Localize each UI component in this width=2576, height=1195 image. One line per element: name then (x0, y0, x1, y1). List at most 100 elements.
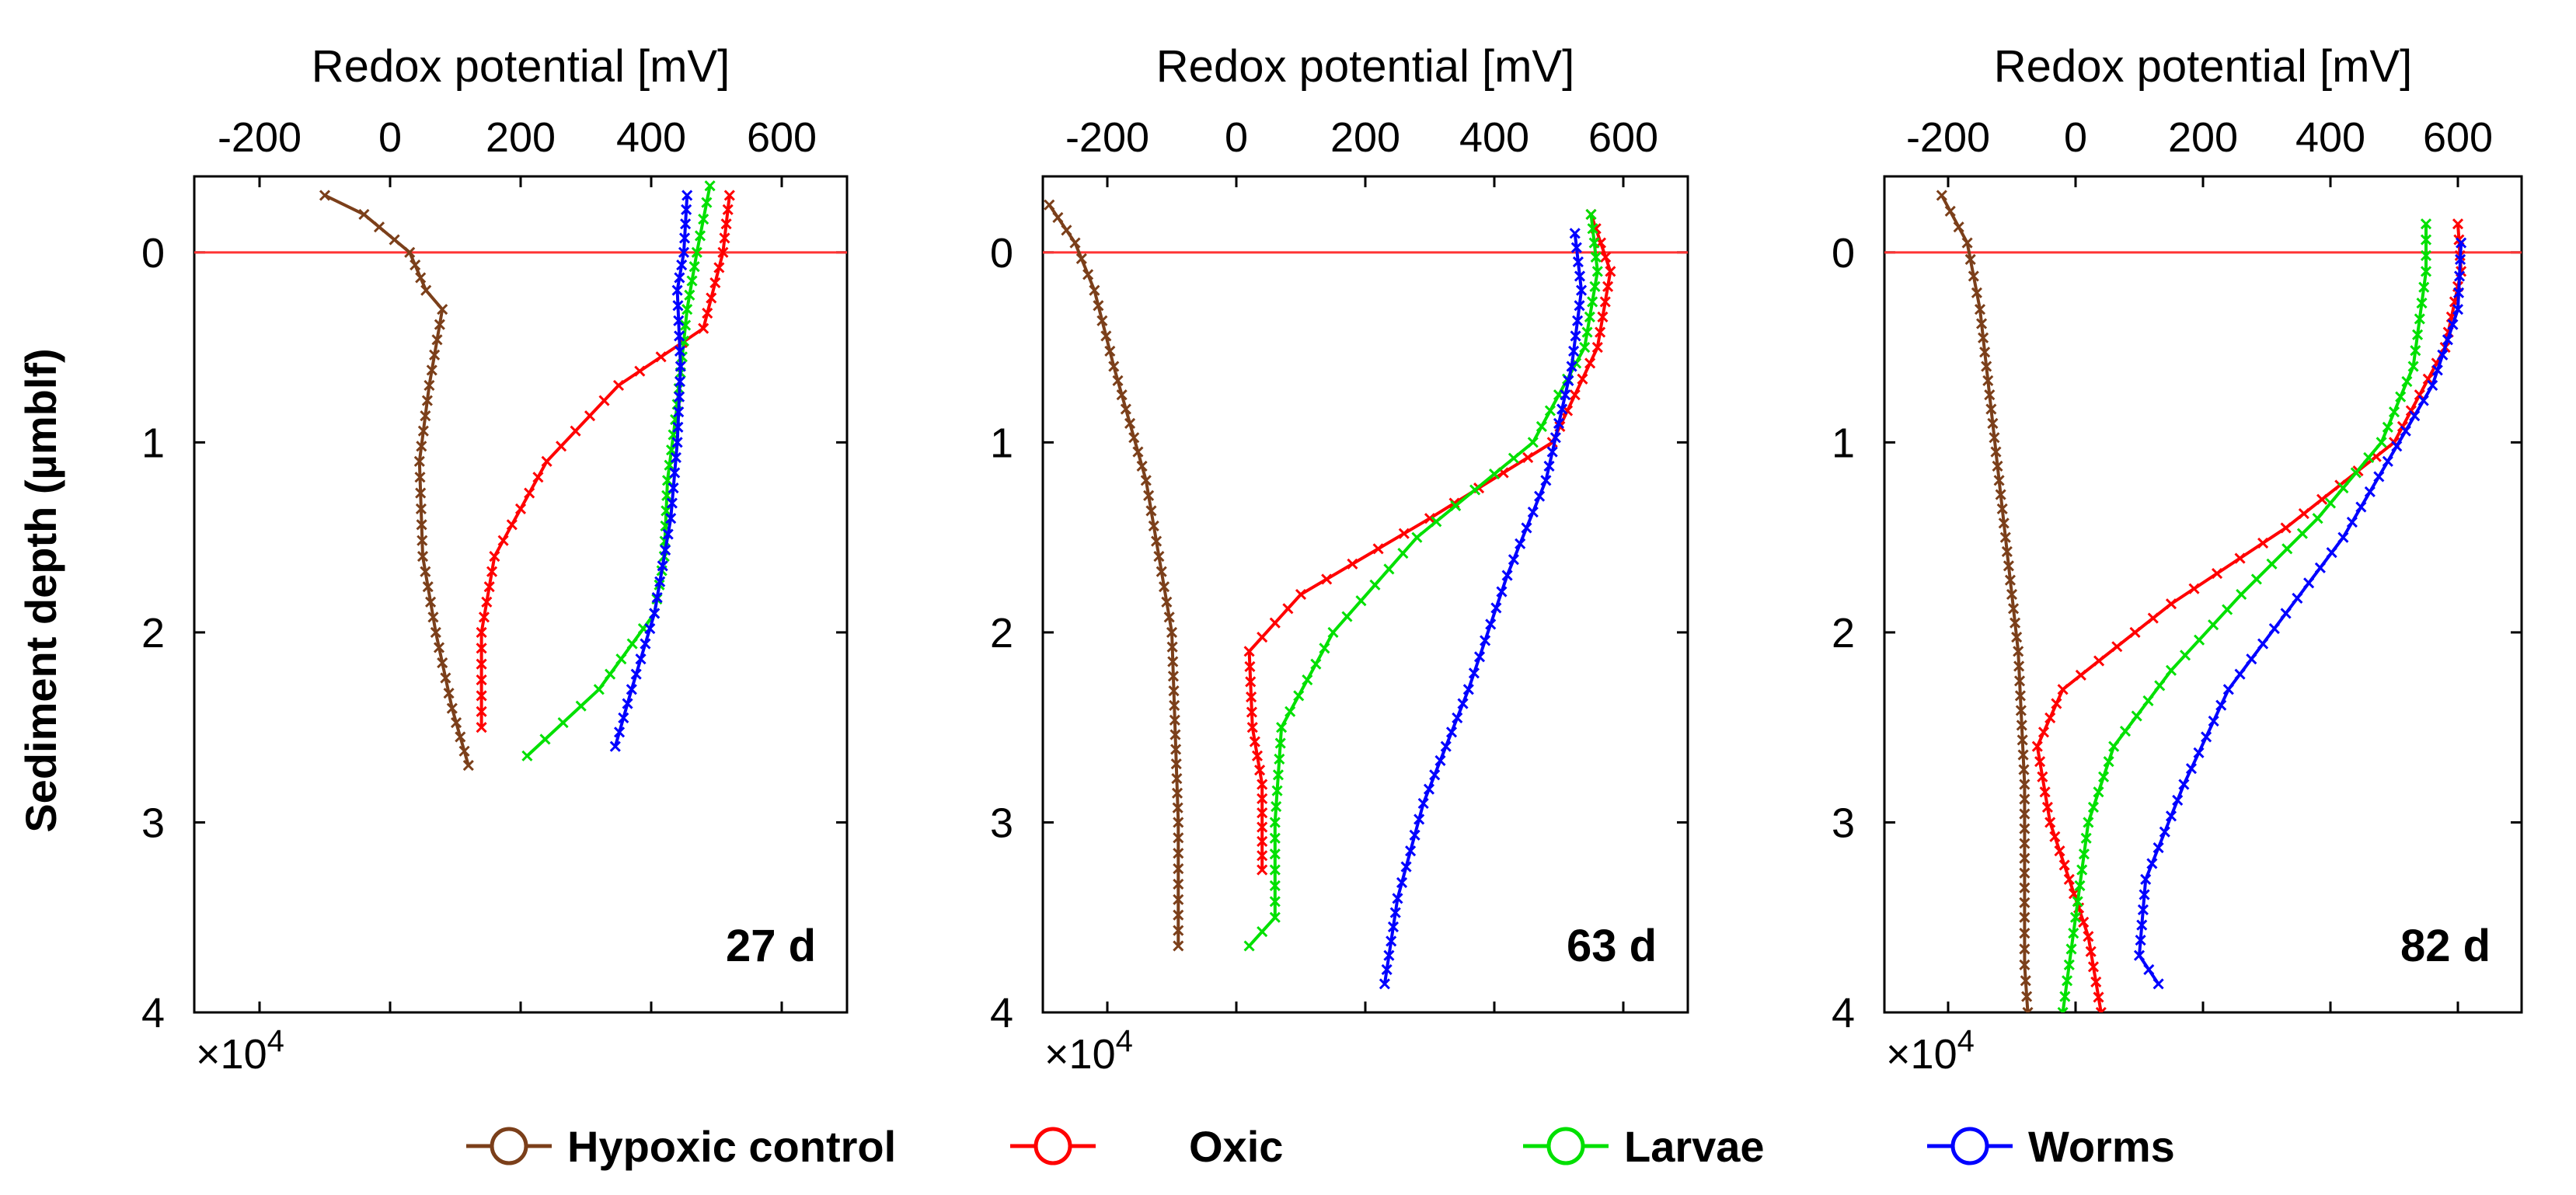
x-axis-title: Redox potential [mV] (1994, 41, 2412, 92)
data-point (2095, 1006, 2107, 1012)
data-point (1169, 729, 1181, 740)
data-point (1355, 595, 1367, 607)
data-point (1534, 490, 1546, 502)
data-point (1369, 579, 1381, 591)
data-point (671, 284, 683, 296)
data-point (2076, 864, 2088, 876)
data-point (678, 246, 690, 258)
data-point (1987, 417, 1999, 429)
data-point (1440, 740, 1452, 752)
x-tick-label: 0 (1225, 114, 1248, 161)
data-point (2201, 731, 2212, 743)
data-point (1584, 311, 1595, 323)
exponent-label: ×104 (196, 1024, 284, 1078)
data-point (1271, 801, 1282, 813)
data-point (2072, 896, 2083, 908)
data-point (686, 275, 698, 287)
data-point (514, 503, 527, 515)
data-point (2364, 486, 2376, 498)
data-point (1981, 361, 1992, 372)
data-point (720, 218, 732, 230)
data-point (1574, 300, 1585, 312)
data-point (521, 750, 533, 761)
series-worms (1379, 228, 1588, 990)
data-point (698, 322, 709, 334)
data-point (2414, 389, 2425, 401)
data-point (2013, 660, 2025, 672)
x-tick-label: 600 (747, 114, 817, 161)
data-point (1321, 573, 1333, 585)
data-point (420, 410, 431, 422)
data-point (1052, 211, 1064, 224)
data-point (644, 622, 656, 635)
data-point (2137, 904, 2149, 916)
data-point (1953, 221, 1964, 233)
legend: Hypoxic control Oxic Larvae Worms (466, 1122, 2175, 1171)
exponent-label: ×104 (1044, 1024, 1133, 1078)
data-point (1480, 635, 1491, 646)
data-point (440, 672, 451, 684)
data-point (415, 487, 427, 499)
data-point (2037, 726, 2050, 738)
data-point (1136, 460, 1148, 472)
data-point (2456, 237, 2467, 249)
data-point (1173, 832, 1184, 844)
data-point (1104, 345, 1116, 357)
data-point (670, 451, 681, 463)
data-point (2281, 543, 2293, 555)
data-point (1396, 876, 1408, 888)
data-point (2019, 928, 2030, 939)
data-point (556, 441, 567, 452)
data-point (706, 292, 717, 304)
data-point (613, 726, 626, 738)
data-point (2373, 471, 2385, 483)
data-point (1445, 726, 1458, 738)
data-point (1999, 531, 2011, 543)
data-point (1249, 736, 1260, 747)
data-point (1166, 626, 1178, 638)
data-point (2085, 946, 2097, 957)
y-axis-title: Sediment depth (µmblf) (16, 348, 65, 832)
data-point (2257, 638, 2269, 650)
data-point (410, 260, 421, 271)
data-point (2418, 281, 2430, 293)
data-point (1591, 342, 1603, 354)
data-point (2004, 574, 2017, 586)
y-tick-label: 4 (141, 990, 165, 1036)
data-point (481, 596, 493, 608)
data-point (2146, 858, 2158, 869)
data-point (655, 351, 667, 363)
data-point (2057, 1006, 2069, 1012)
y-tick-label: 2 (1832, 610, 1855, 657)
series-worms (2133, 237, 2467, 990)
data-point (1389, 907, 1401, 918)
data-point (389, 234, 400, 246)
data-point (476, 722, 487, 733)
plot-frame (193, 175, 849, 1014)
data-point (709, 277, 721, 289)
data-point (665, 513, 677, 524)
data-point (1381, 963, 1393, 976)
data-point (1574, 270, 1586, 282)
data-point (2058, 859, 2070, 871)
series-worms (609, 190, 693, 752)
panel-label: 27 d (726, 921, 816, 971)
data-area (1936, 190, 2467, 1012)
x-tick-label: -200 (1906, 114, 1990, 161)
y-tick-label: 0 (1832, 230, 1855, 277)
data-point (1269, 911, 1281, 923)
data-point (2382, 421, 2393, 433)
y-tick-label: 4 (1832, 990, 1855, 1036)
data-point (1132, 446, 1144, 458)
data-point (541, 455, 552, 467)
data-point (661, 505, 672, 517)
panel-label: 63 d (1567, 921, 1657, 971)
data-point (2111, 641, 2123, 653)
y-tick-label: 1 (141, 420, 165, 466)
data-point (2400, 425, 2411, 437)
data-point (2019, 823, 2030, 834)
data-point (1276, 722, 1288, 733)
data-point (1173, 925, 1184, 936)
data-point (1543, 460, 1555, 472)
